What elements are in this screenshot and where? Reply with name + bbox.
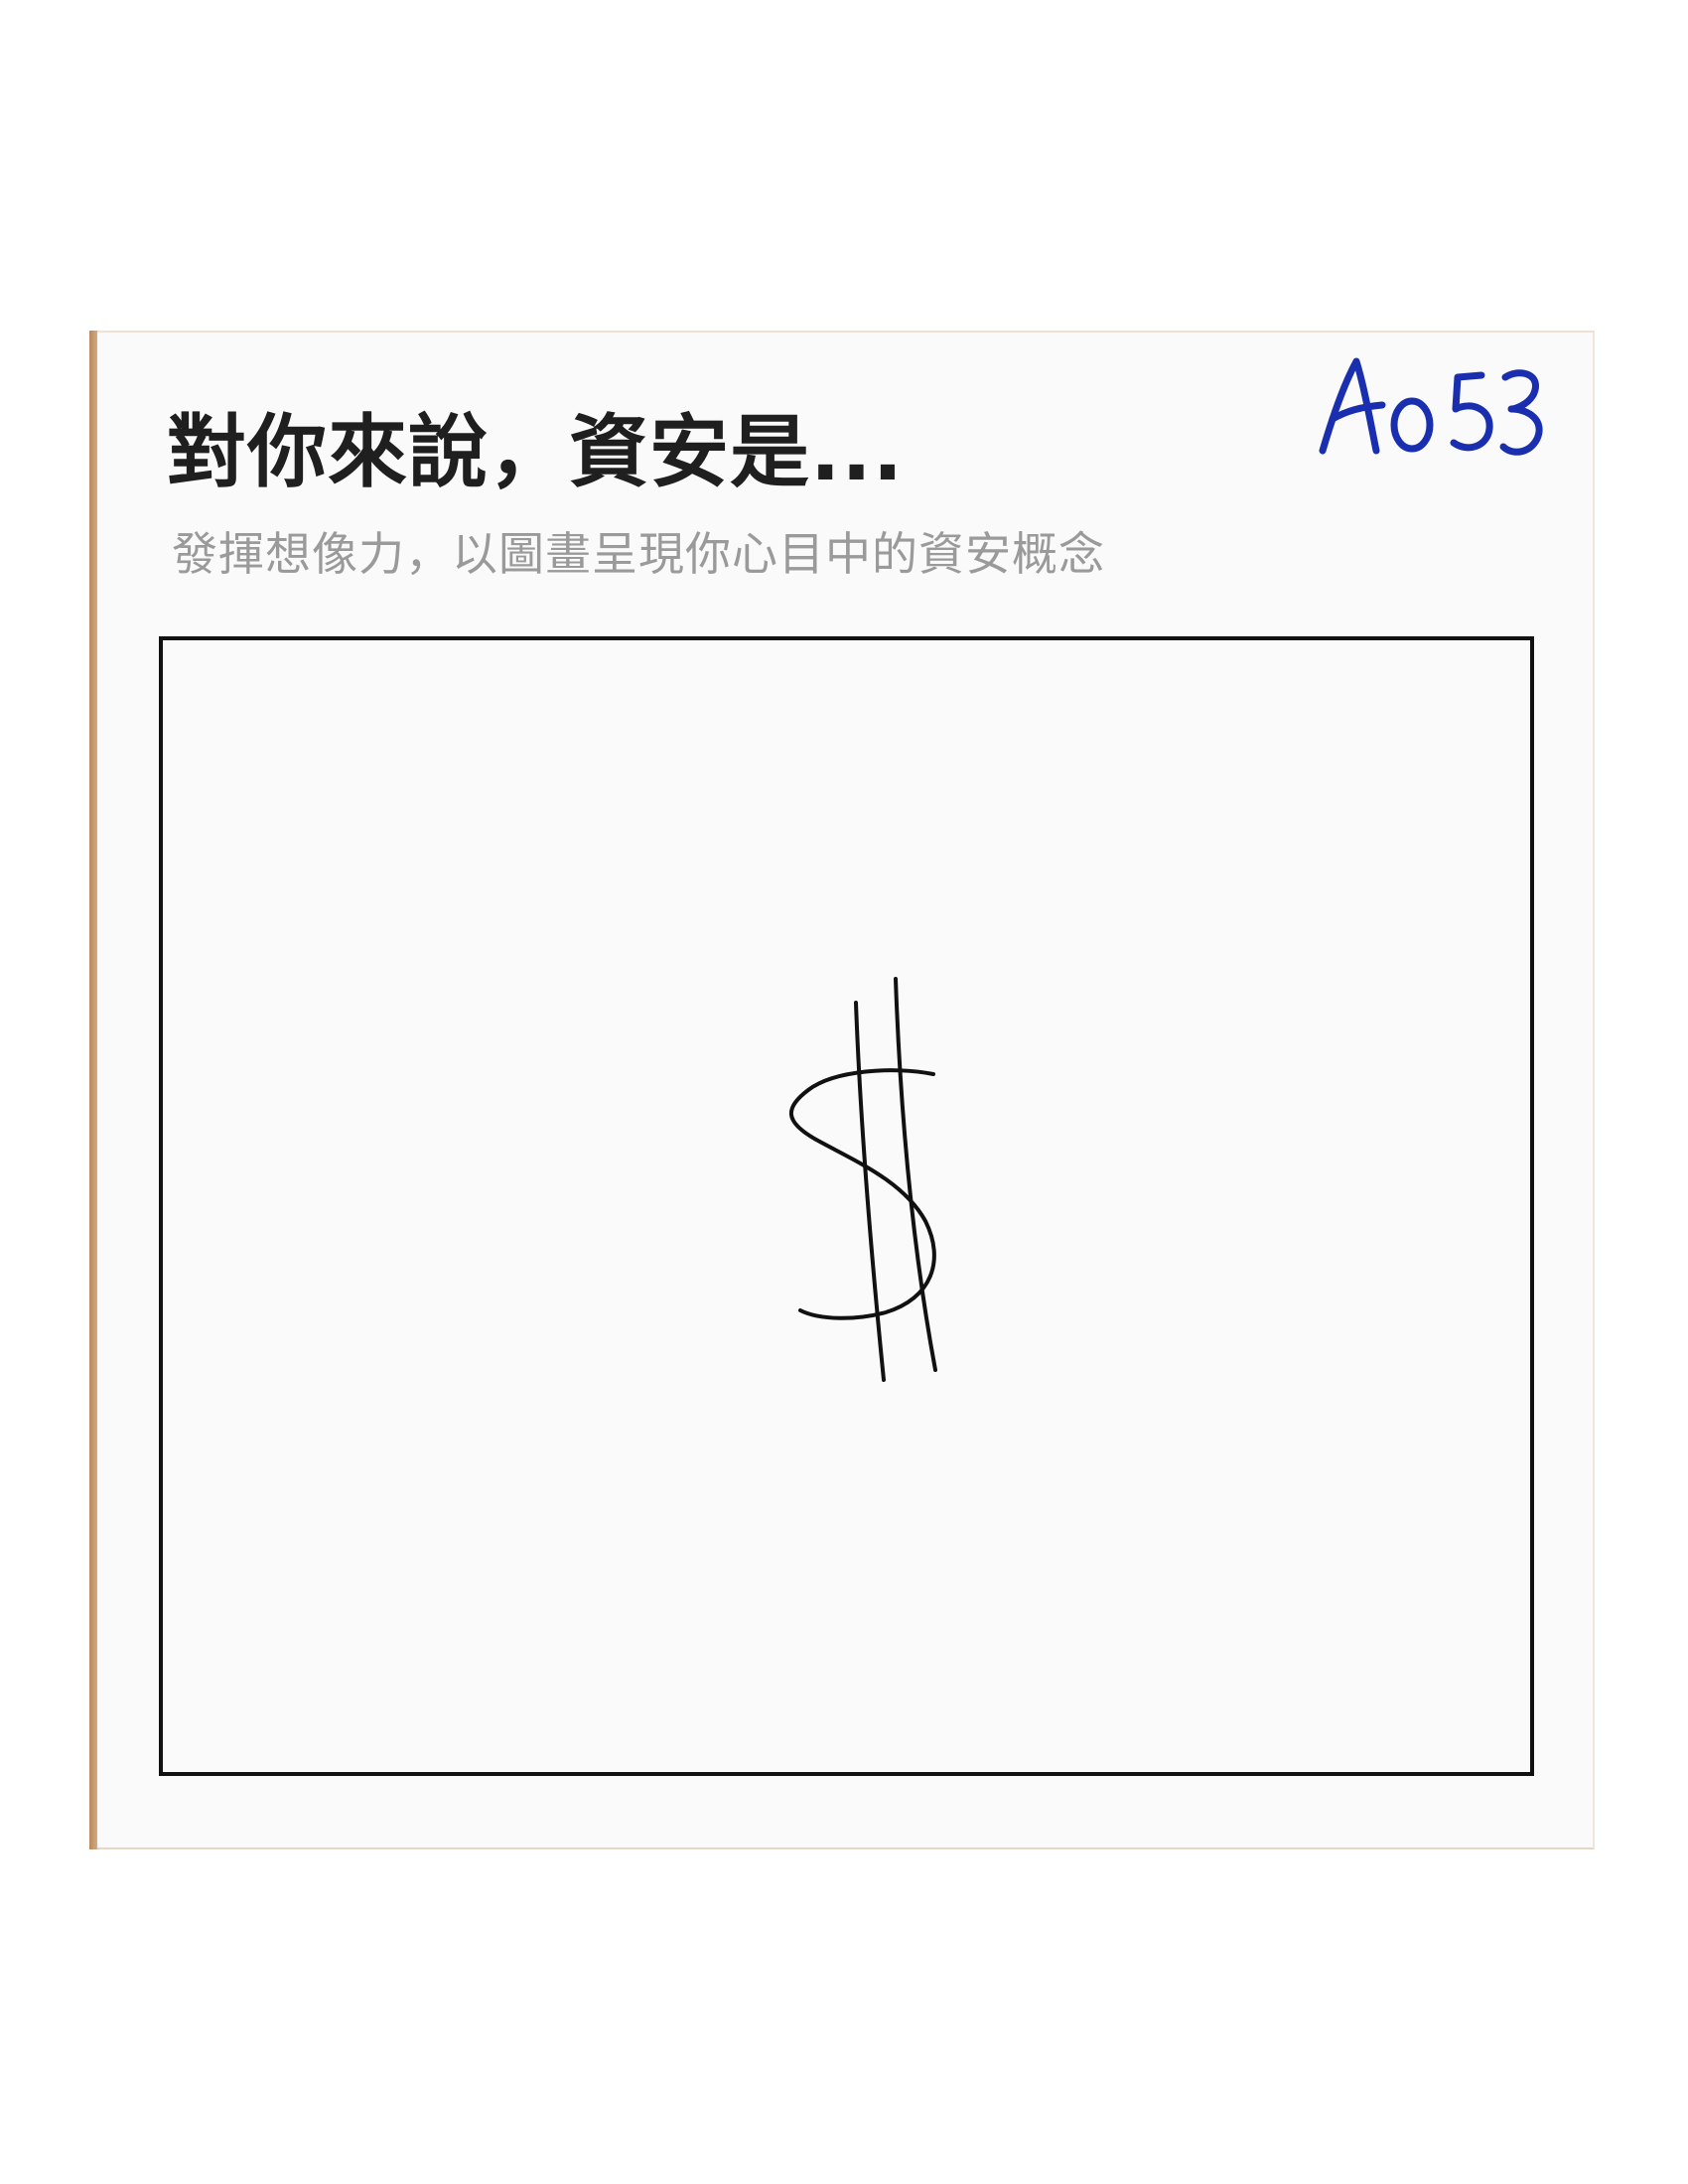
handwritten-code (1319, 357, 1543, 456)
card-edge (89, 331, 99, 1849)
drawing-frame (159, 636, 1534, 1776)
survey-card (97, 331, 1595, 1849)
dollar-sign-icon (788, 977, 937, 1382)
card-title: 對你來說，資安是... (167, 406, 905, 498)
card-subtitle: 發揮想像力，以圖畫呈現你心目中的資安概念 (172, 527, 1105, 581)
